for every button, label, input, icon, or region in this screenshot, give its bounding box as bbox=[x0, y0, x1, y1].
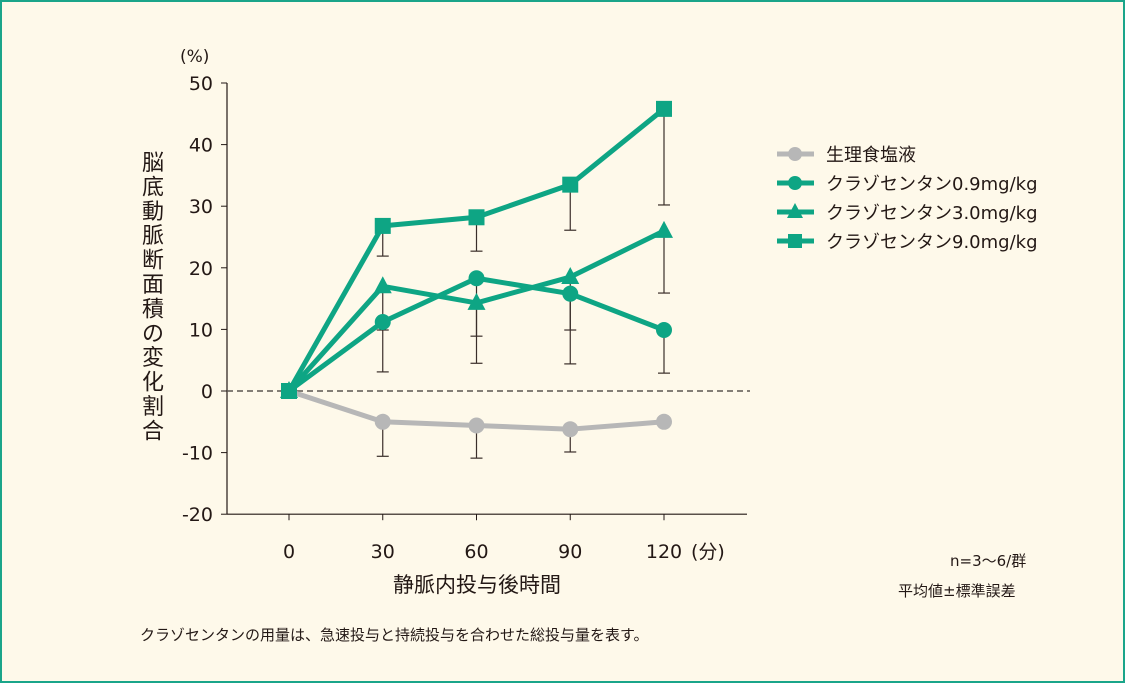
data-point-1 bbox=[468, 270, 485, 287]
data-point-3 bbox=[374, 217, 391, 234]
data-point-3 bbox=[562, 176, 579, 193]
data-point-2 bbox=[561, 267, 580, 285]
x-tick-label: 120 bbox=[646, 541, 682, 563]
y-tick-label: 10 bbox=[189, 319, 213, 341]
legend-label-0: 生理食塩液 bbox=[826, 145, 916, 166]
y-axis-title-char: 変 bbox=[142, 346, 164, 371]
y-tick-label: 50 bbox=[189, 73, 213, 95]
y-axis-title-char: 割 bbox=[142, 395, 164, 420]
data-point-2 bbox=[467, 292, 486, 310]
y-axis-title-char: 動 bbox=[142, 200, 164, 225]
y-tick-label: 0 bbox=[201, 381, 213, 403]
legend-marker-2 bbox=[787, 203, 803, 218]
footnote: クラゾセンタンの用量は、急速投与と持続投与を合わせた総投与量を表す。 bbox=[140, 626, 649, 644]
x-tick-label: 60 bbox=[464, 541, 488, 563]
data-point-1 bbox=[374, 314, 391, 331]
x-tick-label: 90 bbox=[558, 541, 582, 563]
x-tick-label: 0 bbox=[283, 541, 295, 563]
y-tick-label: 40 bbox=[189, 135, 213, 157]
legend-marker-1 bbox=[788, 176, 802, 190]
legend-marker-3 bbox=[788, 234, 802, 248]
y-axis-title-char: 化 bbox=[142, 371, 164, 396]
data-point-0 bbox=[374, 413, 391, 430]
y-axis-title-char: 底 bbox=[142, 175, 164, 200]
y-tick-label: -20 bbox=[182, 504, 213, 526]
data-point-3 bbox=[468, 209, 485, 226]
legend-marker-0 bbox=[788, 147, 802, 161]
legend-label-1: クラゾセンタン0.9mg/kg bbox=[826, 174, 1038, 195]
data-point-0 bbox=[656, 413, 672, 430]
data-point-1 bbox=[656, 322, 672, 339]
y-axis-title-char: 積 bbox=[142, 297, 164, 322]
y-axis-title-char: 脳 bbox=[142, 151, 164, 176]
x-tick-label: 30 bbox=[371, 541, 395, 563]
data-point-0 bbox=[468, 417, 485, 434]
data-point-3 bbox=[281, 383, 297, 399]
y-axis-title-char: 面 bbox=[142, 273, 164, 298]
y-axis-title-char: 断 bbox=[142, 249, 164, 274]
data-point-0 bbox=[562, 421, 579, 438]
y-axis-title-char: の bbox=[142, 322, 164, 347]
sample-size-note: n=3〜6/群 bbox=[950, 552, 1027, 570]
y-tick-label: 30 bbox=[189, 196, 213, 218]
x-unit-label: (分) bbox=[691, 541, 725, 563]
legend-label-3: クラゾセンタン9.0mg/kg bbox=[826, 232, 1038, 253]
y-axis-title-char: 脈 bbox=[142, 224, 164, 249]
data-point-2 bbox=[373, 276, 392, 294]
y-tick-label: -10 bbox=[182, 443, 213, 465]
data-point-1 bbox=[562, 285, 579, 302]
x-axis-title: 静脈内投与後時間 bbox=[393, 573, 561, 597]
data-point-2 bbox=[655, 220, 673, 238]
y-unit-label: (%) bbox=[180, 47, 209, 67]
data-point-3 bbox=[656, 100, 672, 117]
y-tick-label: 20 bbox=[189, 258, 213, 280]
statistics-note: 平均値±標準誤差 bbox=[898, 582, 1016, 600]
y-axis-title-char: 合 bbox=[142, 419, 164, 444]
legend-label-2: クラゾセンタン3.0mg/kg bbox=[826, 203, 1038, 224]
